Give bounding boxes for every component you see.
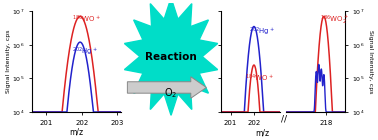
Text: $^{186}$WO$^+$: $^{186}$WO$^+$ [72, 14, 101, 25]
FancyArrow shape [127, 77, 206, 98]
Text: $^{186}$WO$_2^+$: $^{186}$WO$_2^+$ [320, 14, 349, 27]
Y-axis label: Signal Intensity, cps: Signal Intensity, cps [368, 30, 373, 93]
Text: //: // [281, 114, 287, 123]
Y-axis label: Signal Intensity, cps: Signal Intensity, cps [6, 30, 11, 93]
Text: $^{202}$Hg$^+$: $^{202}$Hg$^+$ [72, 46, 98, 58]
Text: Reaction: Reaction [145, 52, 197, 62]
Text: $^{202}$Hg$^+$: $^{202}$Hg$^+$ [249, 26, 275, 38]
X-axis label: m/z: m/z [70, 127, 84, 136]
Text: O$_2$: O$_2$ [164, 86, 178, 100]
Polygon shape [124, 0, 218, 115]
Text: m/z: m/z [256, 128, 270, 137]
Text: $^{184}$WO$^+$: $^{184}$WO$^+$ [245, 73, 273, 84]
